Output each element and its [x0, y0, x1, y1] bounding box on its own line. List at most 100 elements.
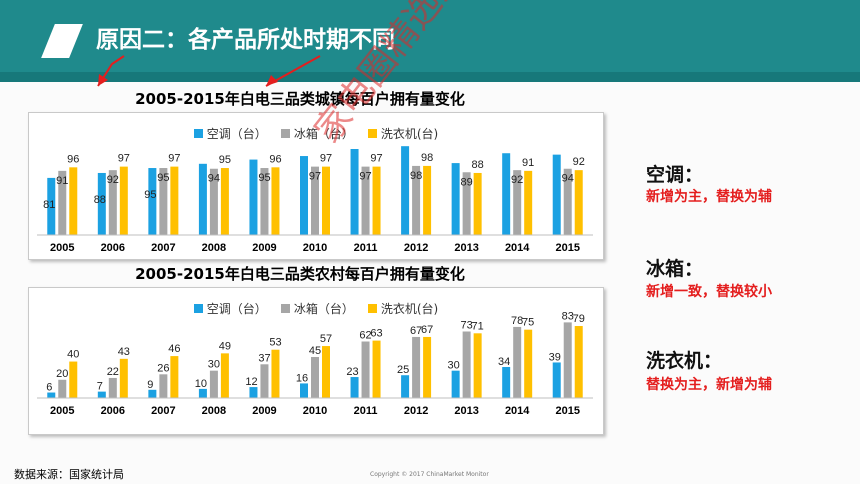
legend-swatch-ac — [193, 304, 203, 313]
data-label-washer-2010: 97 — [320, 153, 332, 165]
x-tick-label-2007: 2007 — [151, 405, 175, 417]
bar-ac-2010 — [300, 156, 308, 235]
x-tick-label-2014: 2014 — [505, 405, 530, 417]
x-tick-label-2009: 2009 — [252, 405, 276, 417]
bar-fridge-2012 — [412, 165, 421, 235]
data-label-washer-2015: 79 — [573, 313, 585, 325]
bar-washer-2009 — [271, 349, 280, 398]
bar-ac-2005 — [47, 177, 56, 235]
header-band — [0, 72, 860, 82]
bar-fridge-2012 — [412, 336, 421, 398]
side-note-ac: 新增为主，替换为辅 — [646, 189, 772, 205]
data-label-washer-2009: 96 — [269, 153, 281, 165]
bar-fridge-2009 — [260, 364, 269, 398]
data-label-ac-2006: 7 — [97, 381, 103, 393]
arrow-head-1 — [98, 74, 108, 86]
bar-fridge-2006 — [108, 170, 117, 235]
legend-item-fridge: 冰箱（台） — [280, 125, 354, 142]
bar-fridge-2007 — [159, 374, 168, 398]
bar-fridge-2008 — [209, 370, 218, 398]
data-label-washer-2005: 40 — [67, 349, 79, 361]
data-label-washer-2013: 88 — [472, 159, 484, 171]
data-label-fridge-2010: 97 — [309, 171, 321, 183]
bar-ac-2015 — [552, 154, 561, 235]
arrow-head-2 — [266, 75, 278, 86]
x-tick-label-2012: 2012 — [404, 242, 428, 254]
bar-fridge-2015 — [563, 168, 572, 235]
bar-fridge-2014 — [513, 326, 522, 398]
bar-ac-2013 — [451, 163, 460, 235]
bar-fridge-2009 — [260, 168, 269, 235]
data-label-fridge-2005: 20 — [56, 368, 68, 380]
x-tick-label-2014: 2014 — [505, 242, 530, 254]
data-label-fridge-2015: 83 — [562, 310, 574, 322]
bar-washer-2006 — [119, 166, 128, 235]
bar-washer-2008 — [220, 353, 229, 398]
slide-title: 原因二：各产品所处时期不同 — [96, 27, 395, 53]
data-label-washer-2007: 97 — [168, 153, 180, 165]
x-tick-label-2015: 2015 — [555, 405, 579, 417]
data-label-ac-2008: 10 — [195, 378, 207, 390]
data-label-fridge-2006: 22 — [107, 366, 119, 378]
urban-legend: 空调（台） 冰箱（台） 洗衣机(台) — [29, 125, 603, 142]
bar-fridge-2008 — [209, 168, 218, 235]
bar-washer-2012 — [423, 165, 432, 235]
bar-fridge-2010 — [311, 166, 319, 235]
bar-fridge-2005 — [58, 170, 67, 235]
data-label-fridge-2012: 67 — [410, 325, 422, 337]
bar-ac-2005 — [47, 392, 56, 398]
data-label-fridge-2012: 98 — [410, 170, 422, 182]
bar-fridge-2007 — [159, 168, 168, 235]
data-label-washer-2007: 46 — [168, 343, 180, 355]
bar-ac-2006 — [97, 391, 106, 398]
bar-ac-2011 — [350, 149, 359, 235]
data-label-ac-2009: 12 — [245, 376, 257, 388]
side-note-fridge: 新增一致，替换较小 — [646, 284, 772, 300]
data-label-fridge-2010: 45 — [309, 345, 321, 357]
x-tick-label-2008: 2008 — [202, 405, 226, 417]
bar-ac-2012 — [401, 146, 410, 235]
bar-ac-2007 — [148, 168, 157, 235]
legend-item-washer: 洗衣机(台) — [367, 125, 439, 142]
legend-label-fridge: 冰箱（台） — [293, 302, 354, 316]
legend-label-fridge: 冰箱（台） — [293, 127, 354, 141]
data-label-washer-2013: 71 — [472, 320, 484, 332]
data-label-fridge-2009: 95 — [258, 172, 270, 184]
legend-label-ac: 空调（台） — [206, 302, 267, 316]
legend-swatch-fridge — [280, 129, 290, 138]
data-label-fridge-2011: 62 — [359, 330, 371, 342]
data-label-washer-2012: 98 — [421, 152, 433, 164]
data-label-fridge-2006: 92 — [107, 174, 119, 186]
rural-chart-plot: 6204020057224320069264620071030492008123… — [37, 310, 593, 417]
data-label-washer-2011: 97 — [370, 153, 382, 165]
bar-washer-2005 — [69, 361, 78, 398]
bar-ac-2012 — [401, 375, 410, 398]
data-label-washer-2011: 63 — [370, 328, 382, 340]
data-label-washer-2015: 92 — [573, 156, 585, 168]
data-label-fridge-2007: 26 — [157, 362, 169, 374]
bar-ac-2008 — [198, 388, 207, 398]
legend-item-washer: 洗衣机(台) — [367, 300, 438, 317]
bar-fridge-2013 — [462, 172, 471, 235]
legend-label-washer: 洗衣机(台) — [380, 127, 439, 141]
x-tick-label-2011: 2011 — [354, 405, 378, 417]
data-label-washer-2006: 97 — [118, 153, 130, 165]
data-label-ac-2014: 34 — [498, 356, 510, 368]
bar-washer-2010 — [322, 166, 330, 235]
x-tick-label-2009: 2009 — [252, 242, 276, 254]
bar-fridge-2010 — [311, 357, 319, 398]
chart-title-urban: 2005-2015年白电三品类城镇每百户拥有量变化 — [135, 90, 465, 108]
urban-chart-plot: 8191962005889297200695959720079495200895… — [37, 146, 593, 254]
x-tick-label-2007: 2007 — [151, 242, 175, 254]
x-tick-label-2006: 2006 — [101, 405, 125, 417]
bar-washer-2013 — [473, 333, 482, 398]
legend-swatch-washer — [367, 304, 377, 313]
x-tick-label-2011: 2011 — [354, 242, 378, 254]
bar-ac-2011 — [350, 377, 359, 398]
bar-washer-2005 — [69, 167, 78, 235]
data-label-fridge-2011: 97 — [359, 171, 371, 183]
side-label-fridge: 冰箱： — [646, 258, 704, 280]
x-tick-label-2010: 2010 — [303, 242, 327, 254]
